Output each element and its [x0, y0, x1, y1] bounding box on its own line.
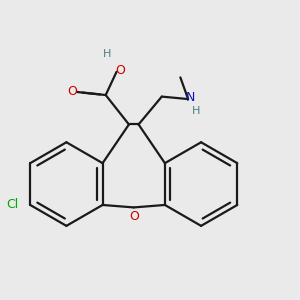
Text: N: N — [186, 91, 195, 104]
Text: O: O — [129, 210, 139, 223]
Text: H: H — [103, 49, 111, 59]
Text: O: O — [115, 64, 125, 77]
Text: O: O — [68, 85, 77, 98]
Text: H: H — [192, 106, 200, 116]
Text: Cl: Cl — [6, 198, 18, 211]
